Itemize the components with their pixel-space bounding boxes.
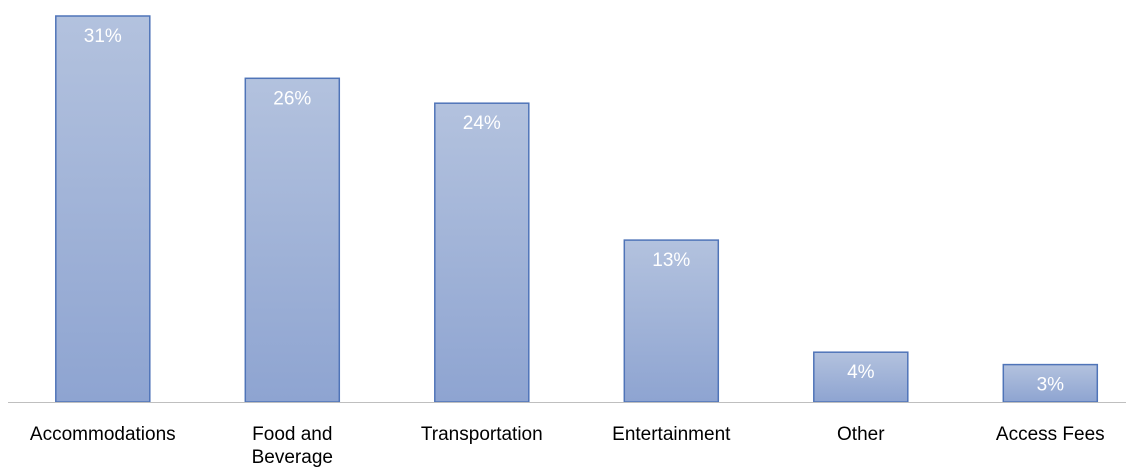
bar — [813, 351, 909, 403]
bars-layer: 31% 26% 24% 13% 4% 3% — [55, 15, 1099, 403]
bar — [244, 77, 341, 403]
category-label: Beverage — [252, 447, 333, 468]
category-label: Transportation — [421, 424, 543, 445]
bar — [55, 15, 151, 403]
category-label: Accommodations — [30, 424, 176, 445]
data-label: 24% — [463, 113, 501, 134]
bar — [434, 102, 530, 403]
category-label: Other — [837, 424, 885, 445]
data-label: 31% — [84, 26, 122, 47]
data-label: 26% — [273, 88, 311, 109]
category-label: Entertainment — [612, 424, 731, 445]
category-label: Access Fees — [996, 424, 1105, 445]
data-label: 13% — [652, 250, 690, 271]
bar — [623, 239, 720, 403]
data-label: 4% — [847, 362, 875, 383]
category-label: Food and — [252, 424, 332, 445]
data-label: 3% — [1037, 375, 1065, 396]
